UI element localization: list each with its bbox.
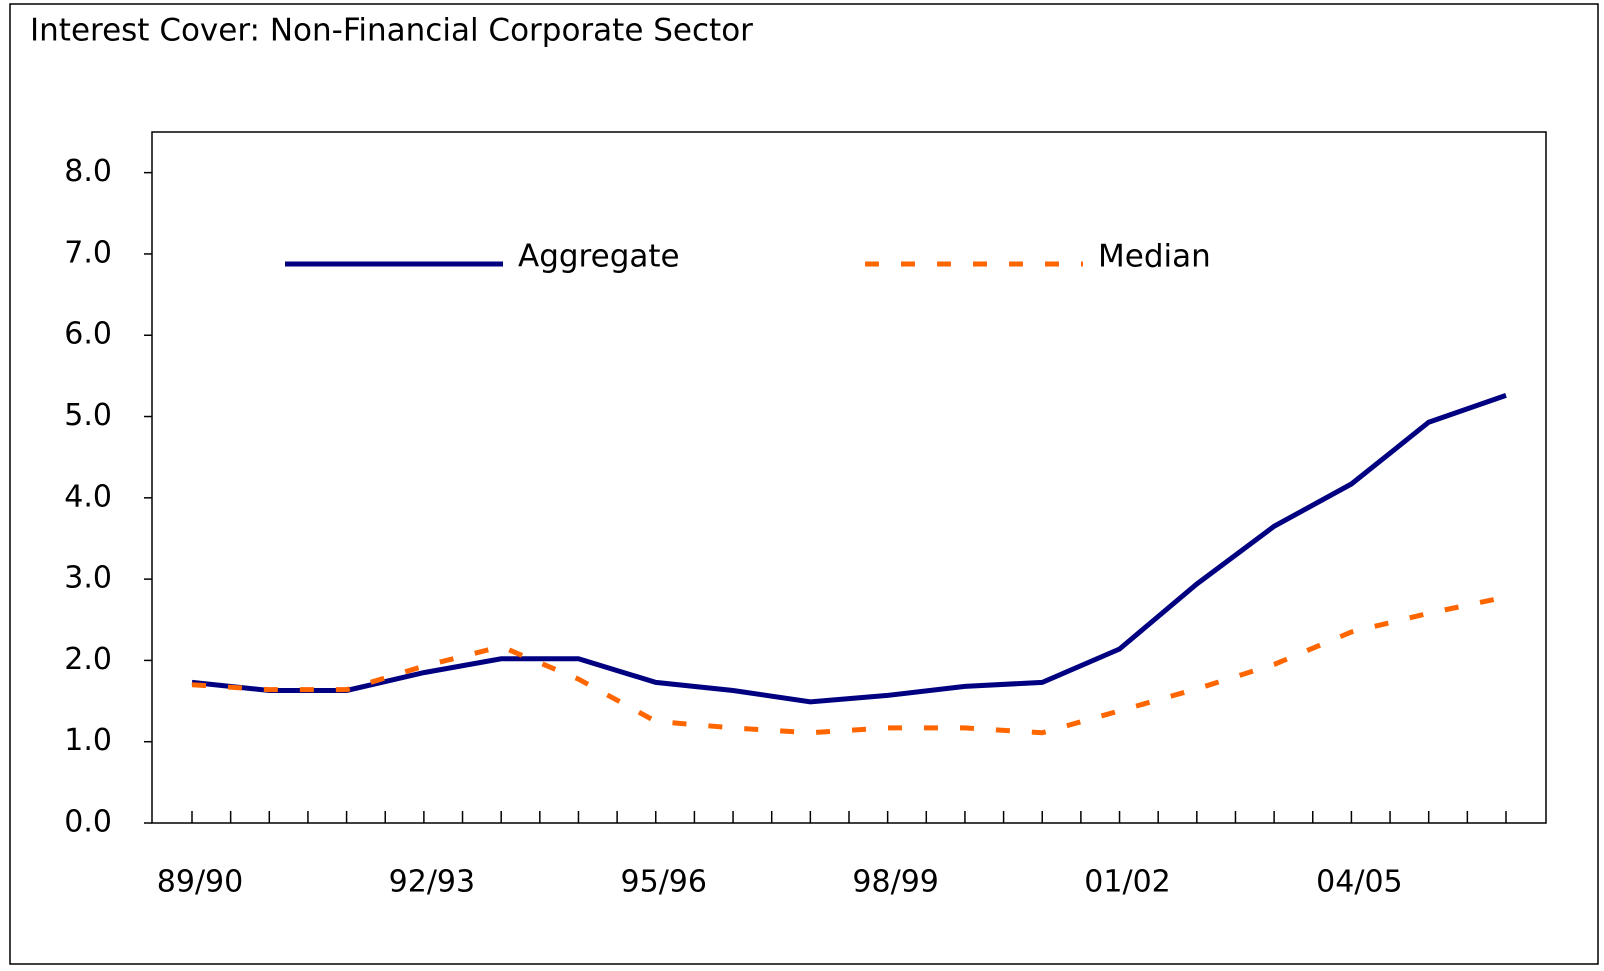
y-tick-label: 2.0: [64, 642, 112, 677]
legend-label: Median: [1098, 239, 1211, 275]
y-tick-label: 1.0: [64, 723, 112, 758]
y-tick-label: 6.0: [64, 317, 112, 352]
x-tick-label: 98/99: [852, 865, 938, 900]
y-tick-label: 5.0: [64, 398, 112, 433]
x-tick-label: 89/90: [157, 865, 243, 900]
y-tick-label: 8.0: [64, 154, 112, 189]
y-tick-label: 0.0: [64, 805, 112, 840]
x-tick-label: 92/93: [389, 865, 475, 900]
legend-label: Aggregate: [518, 239, 680, 275]
x-tick-label: 95/96: [621, 865, 707, 900]
series-line: [191, 393, 1507, 705]
plot-area: [151, 131, 1547, 824]
series-line: [191, 594, 1507, 736]
y-tick-label: 7.0: [64, 235, 112, 270]
chart-title: Interest Cover: Non-Financial Corporate …: [30, 13, 753, 49]
y-tick-label: 4.0: [64, 479, 112, 514]
chart-frame: [9, 3, 1599, 965]
y-tick-label: 3.0: [64, 561, 112, 596]
x-tick-label: 01/02: [1084, 865, 1170, 900]
x-tick-label: 04/05: [1316, 865, 1402, 900]
